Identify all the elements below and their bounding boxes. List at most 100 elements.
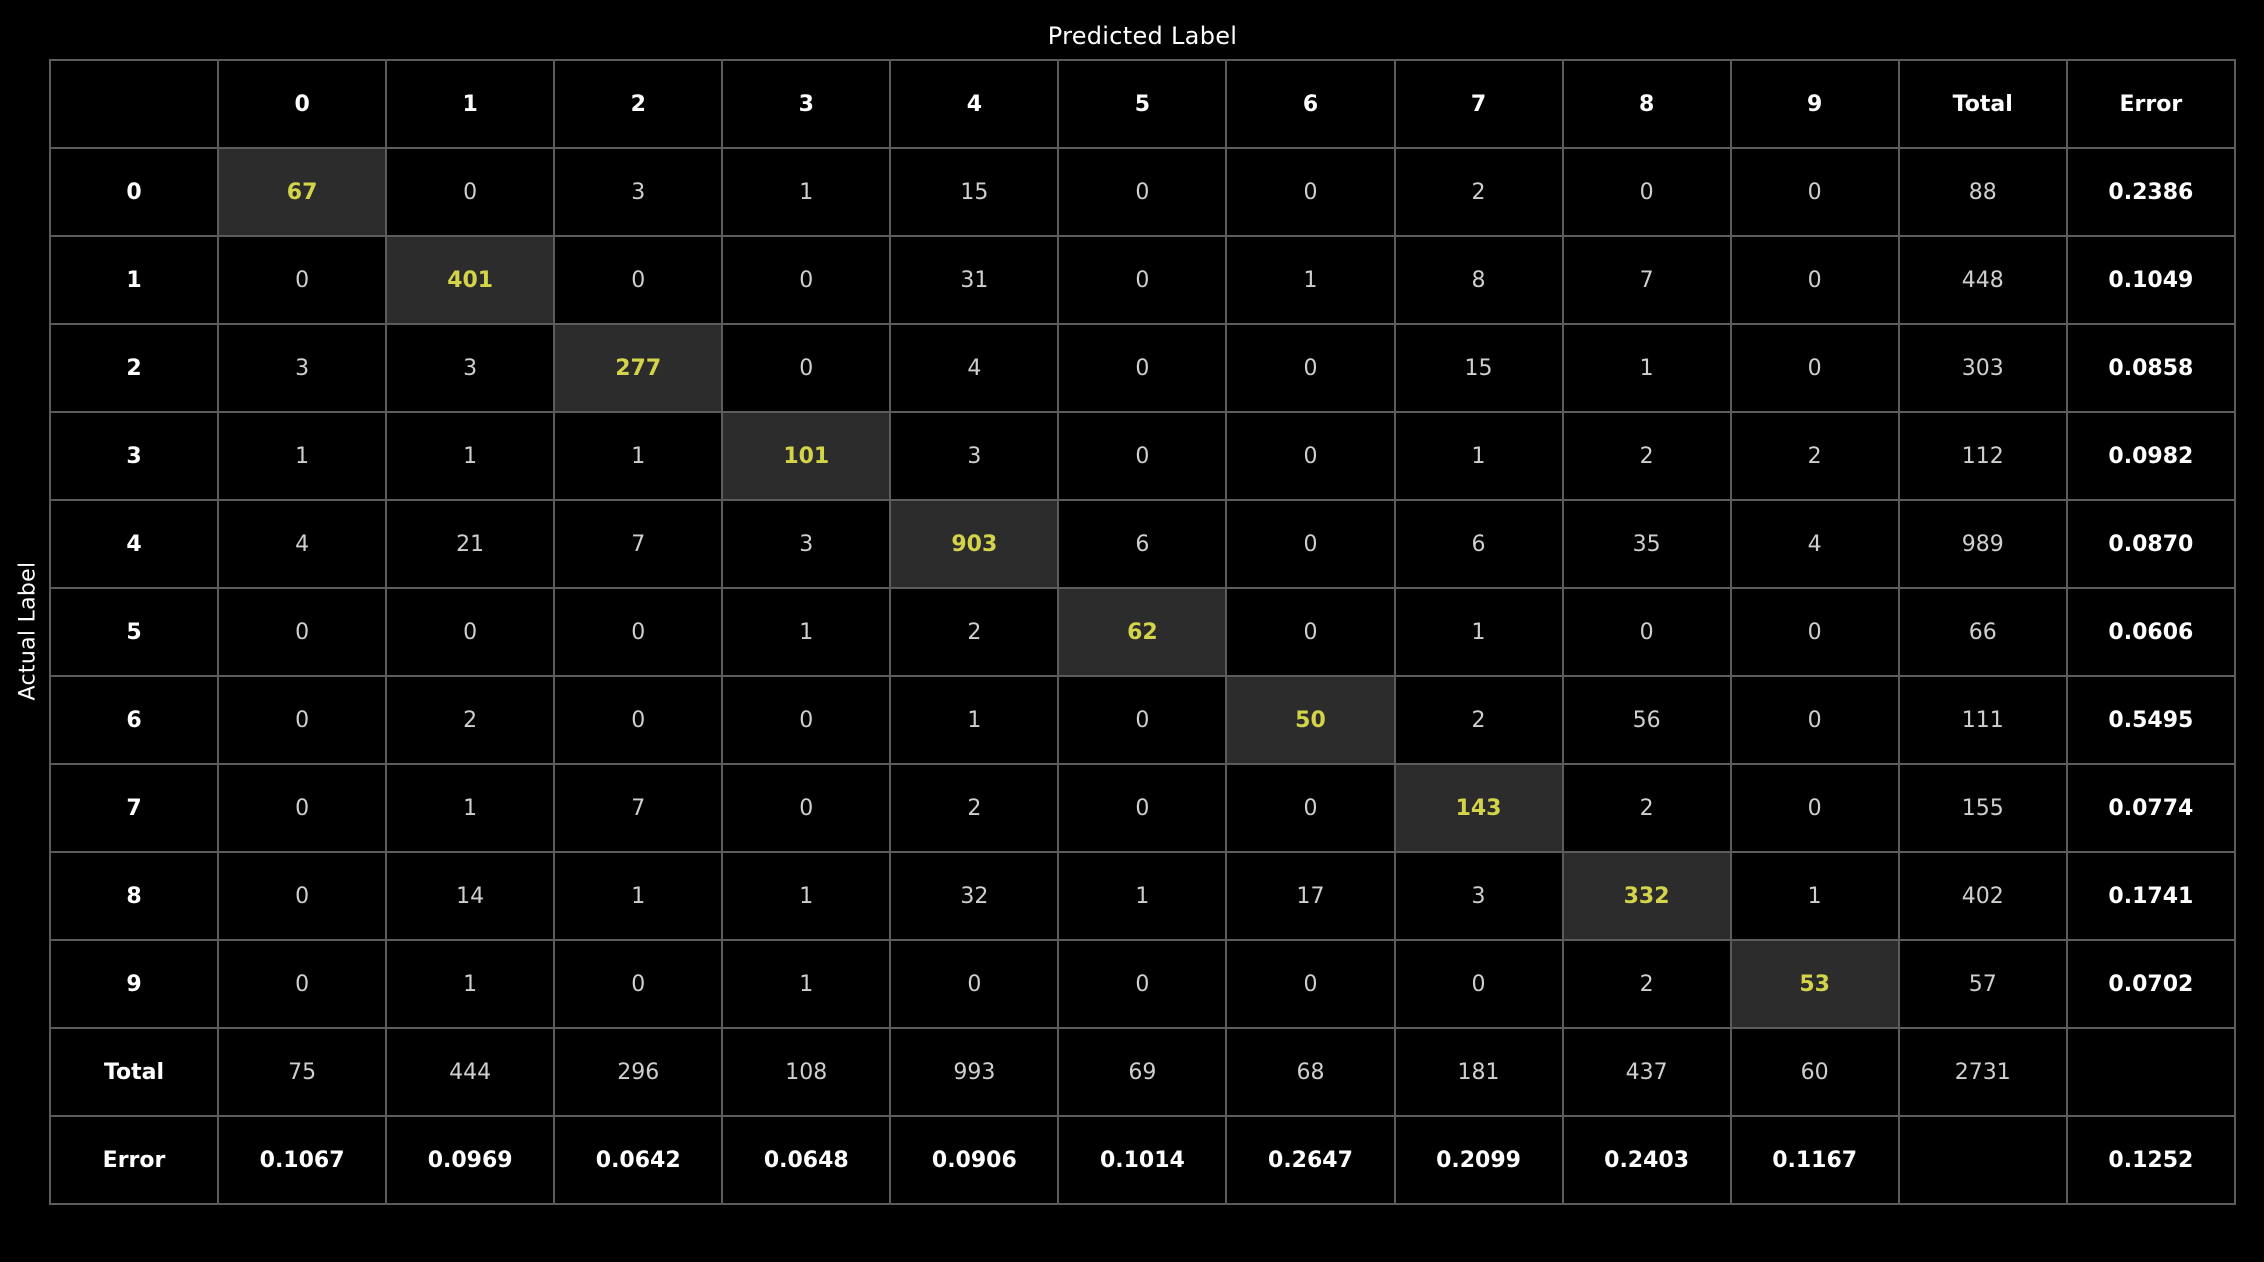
matrix-cell-0-9: 0 xyxy=(1729,147,1900,237)
matrix-cell-0-1: 0 xyxy=(385,147,556,237)
matrix-cell-0-8: 0 xyxy=(1561,147,1732,237)
matrix-cell-0-2: 3 xyxy=(553,147,724,237)
matrix-cell-2-4: 4 xyxy=(889,323,1060,413)
column-header-8: 8 xyxy=(1561,59,1732,149)
matrix-cell-9-5: 0 xyxy=(1057,939,1228,1029)
matrix-row-5: 5 0 0 0 1 2 62 0 1 0 0 66 0.0606 xyxy=(48,587,2237,677)
matrix-row-1: 1 0 401 0 0 31 0 1 8 7 0 448 0.1049 xyxy=(48,235,2237,325)
row-error-3: 0.0982 xyxy=(2065,411,2237,501)
matrix-cell-8-2: 1 xyxy=(553,851,724,941)
matrix-cell-1-9: 0 xyxy=(1729,235,1900,325)
row-error-1: 0.1049 xyxy=(2065,235,2237,325)
matrix-cell-8-5: 1 xyxy=(1057,851,1228,941)
row-total-1: 448 xyxy=(1897,235,2068,325)
matrix-cell-8-1: 14 xyxy=(385,851,556,941)
matrix-row-2: 2 3 3 277 0 4 0 0 15 1 0 303 0.0858 xyxy=(48,323,2237,413)
row-total-7: 155 xyxy=(1897,763,2068,853)
matrix-row-9: 9 0 1 0 1 0 0 0 0 2 53 57 0.0702 xyxy=(48,939,2237,1029)
matrix-cell-7-4: 2 xyxy=(889,763,1060,853)
error-row: Error 0.1067 0.0969 0.0642 0.0648 0.0906 0.101… xyxy=(48,1115,2237,1205)
column-error-1: 0.0969 xyxy=(385,1115,556,1205)
row-error-8: 0.1741 xyxy=(2065,851,2237,941)
row-header-2: 2 xyxy=(48,323,220,413)
column-total-2: 296 xyxy=(553,1027,724,1117)
matrix-cell-0-3: 1 xyxy=(721,147,892,237)
matrix-cell-0-5: 0 xyxy=(1057,147,1228,237)
matrix-cell-9-0: 0 xyxy=(217,939,388,1029)
column-header-7: 7 xyxy=(1393,59,1564,149)
matrix-cell-1-1: 401 xyxy=(385,235,556,325)
row-total-0: 88 xyxy=(1897,147,2068,237)
row-total-6: 111 xyxy=(1897,675,2068,765)
row-total-5: 66 xyxy=(1897,587,2068,677)
row-total-2: 303 xyxy=(1897,323,2068,413)
column-error-4: 0.0906 xyxy=(889,1115,1060,1205)
matrix-cell-1-7: 8 xyxy=(1393,235,1564,325)
column-error-0: 0.1067 xyxy=(217,1115,388,1205)
column-error-3: 0.0648 xyxy=(721,1115,892,1205)
matrix-cell-2-1: 3 xyxy=(385,323,556,413)
matrix-cell-8-6: 17 xyxy=(1225,851,1396,941)
column-header-4: 4 xyxy=(889,59,1060,149)
matrix-cell-4-7: 6 xyxy=(1393,499,1564,589)
totals-error-empty xyxy=(2065,1027,2237,1117)
matrix-cell-3-1: 1 xyxy=(385,411,556,501)
row-header-total: Total xyxy=(48,1027,220,1117)
matrix-cell-2-0: 3 xyxy=(217,323,388,413)
matrix-cell-4-3: 3 xyxy=(721,499,892,589)
column-header-3: 3 xyxy=(721,59,892,149)
matrix-cell-3-5: 0 xyxy=(1057,411,1228,501)
row-total-9: 57 xyxy=(1897,939,2068,1029)
confusion-matrix: 0 1 2 3 4 5 6 7 8 9 Total Error 0 67 0 3 1 15 0 0 2 0 0 88 0.238… xyxy=(48,59,2237,1205)
matrix-cell-3-9: 2 xyxy=(1729,411,1900,501)
column-total-4: 993 xyxy=(889,1027,1060,1117)
matrix-cell-4-5: 6 xyxy=(1057,499,1228,589)
matrix-cell-3-3: 101 xyxy=(721,411,892,501)
column-total-5: 69 xyxy=(1057,1027,1228,1117)
row-header-5: 5 xyxy=(48,587,220,677)
row-error-2: 0.0858 xyxy=(2065,323,2237,413)
row-header-0: 0 xyxy=(48,147,220,237)
matrix-cell-7-0: 0 xyxy=(217,763,388,853)
column-header-1: 1 xyxy=(385,59,556,149)
row-error-4: 0.0870 xyxy=(2065,499,2237,589)
row-error-9: 0.0702 xyxy=(2065,939,2237,1029)
matrix-cell-5-6: 0 xyxy=(1225,587,1396,677)
row-error-7: 0.0774 xyxy=(2065,763,2237,853)
row-header-4: 4 xyxy=(48,499,220,589)
matrix-cell-4-6: 0 xyxy=(1225,499,1396,589)
matrix-cell-4-9: 4 xyxy=(1729,499,1900,589)
matrix-cell-5-8: 0 xyxy=(1561,587,1732,677)
matrix-cell-7-9: 0 xyxy=(1729,763,1900,853)
column-header-0: 0 xyxy=(217,59,388,149)
matrix-cell-9-3: 1 xyxy=(721,939,892,1029)
row-error-0: 0.2386 xyxy=(2065,147,2237,237)
matrix-cell-4-1: 21 xyxy=(385,499,556,589)
column-header-total: Total xyxy=(1897,59,2068,149)
matrix-cell-6-7: 2 xyxy=(1393,675,1564,765)
column-error-6: 0.2647 xyxy=(1225,1115,1396,1205)
matrix-cell-7-8: 2 xyxy=(1561,763,1732,853)
column-total-0: 75 xyxy=(217,1027,388,1117)
row-total-8: 402 xyxy=(1897,851,2068,941)
row-total-4: 989 xyxy=(1897,499,2068,589)
matrix-cell-9-4: 0 xyxy=(889,939,1060,1029)
column-error-8: 0.2403 xyxy=(1561,1115,1732,1205)
row-total-3: 112 xyxy=(1897,411,2068,501)
matrix-row-0: 0 67 0 3 1 15 0 0 2 0 0 88 0.2386 xyxy=(48,147,2237,237)
matrix-cell-8-3: 1 xyxy=(721,851,892,941)
matrix-cell-8-8: 332 xyxy=(1561,851,1732,941)
matrix-cell-7-3: 0 xyxy=(721,763,892,853)
matrix-cell-6-1: 2 xyxy=(385,675,556,765)
matrix-cell-1-0: 0 xyxy=(217,235,388,325)
matrix-cell-9-1: 1 xyxy=(385,939,556,1029)
row-header-error: Error xyxy=(48,1115,220,1205)
column-header-error: Error xyxy=(2065,59,2237,149)
grand-total: 2731 xyxy=(1897,1027,2068,1117)
matrix-cell-9-7: 0 xyxy=(1393,939,1564,1029)
column-total-1: 444 xyxy=(385,1027,556,1117)
matrix-cell-4-0: 4 xyxy=(217,499,388,589)
matrix-cell-2-5: 0 xyxy=(1057,323,1228,413)
matrix-cell-8-4: 32 xyxy=(889,851,1060,941)
matrix-cell-5-4: 2 xyxy=(889,587,1060,677)
